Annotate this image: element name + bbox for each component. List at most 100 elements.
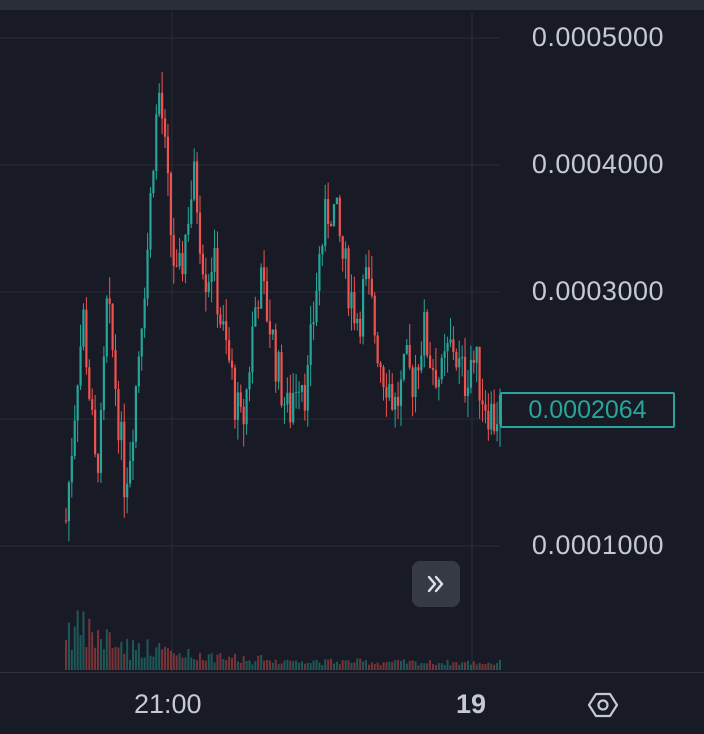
volume-bar (94, 647, 97, 670)
volume-bar (327, 659, 330, 670)
volume-bar (362, 661, 365, 670)
volume-bar (493, 664, 496, 670)
candle-body (292, 392, 295, 423)
candle-body (370, 278, 373, 296)
volume-bar (478, 663, 481, 670)
volume-bar (423, 663, 426, 670)
candle-body (455, 352, 458, 368)
volume-bar (458, 664, 461, 670)
volume-bar (210, 653, 213, 670)
candle-body (396, 396, 400, 406)
volume-bar (225, 660, 228, 670)
volume-bar (347, 660, 350, 670)
candle-body (493, 403, 496, 432)
volume-bar (359, 658, 362, 670)
candle-body (277, 352, 280, 382)
volume-bar (461, 662, 464, 670)
candle-body (82, 309, 85, 347)
volume-bar (481, 664, 484, 670)
candle-body (111, 303, 114, 351)
y-tick-label: 0.0005000 (531, 22, 664, 52)
candle-body (414, 367, 417, 397)
volume-bar (248, 660, 251, 670)
candle-body (114, 350, 117, 390)
volume-bar (376, 662, 379, 670)
volume-bar (204, 660, 207, 670)
candle-body (318, 254, 321, 291)
volume-bar (149, 655, 152, 670)
volume-bar (88, 618, 91, 670)
candle-body (402, 353, 405, 380)
candle-body (306, 364, 309, 411)
candle-body (76, 385, 79, 421)
candle-body (152, 171, 155, 194)
volume-bar (440, 663, 443, 670)
volume-bar (126, 638, 129, 670)
candle-body (303, 384, 306, 411)
volume-bar (452, 662, 455, 670)
candle-body (140, 328, 143, 357)
volume-bar (193, 659, 196, 670)
candle-body (163, 118, 167, 137)
volume-bar (198, 652, 201, 670)
candle-body (388, 384, 391, 398)
volume-bar (233, 653, 236, 670)
candle-body (219, 314, 222, 325)
volume-bar (449, 665, 452, 670)
candle-body (490, 403, 493, 430)
volume-bar (312, 660, 315, 670)
chart-grid (0, 12, 500, 672)
volume-bar (254, 661, 257, 670)
volume-bar (394, 659, 397, 670)
candle-body (344, 248, 347, 259)
candle-body (245, 389, 248, 425)
candle-body (364, 267, 368, 280)
candle-body (161, 92, 164, 119)
volume-bar (318, 662, 321, 670)
candle-body (94, 409, 97, 455)
scroll-to-realtime-button[interactable] (412, 561, 460, 607)
chart-settings-button[interactable] (586, 688, 620, 722)
candle-body (359, 318, 362, 337)
candle-body (143, 298, 146, 329)
volume-bar (373, 664, 376, 670)
volume-bar (108, 632, 111, 670)
candle-body (198, 212, 202, 254)
volume-bar (443, 664, 446, 670)
volume-bar (245, 661, 248, 670)
volume-bar (429, 660, 432, 670)
candle-body (440, 357, 443, 380)
volume-bar (152, 656, 155, 670)
volume-bar (475, 664, 478, 670)
volume-bar (129, 660, 132, 670)
candle-body (297, 391, 301, 393)
volume-bar (172, 653, 175, 670)
candle-body (126, 483, 129, 498)
candle-body (158, 92, 161, 115)
candle-body (437, 379, 440, 388)
candle-body (257, 307, 260, 309)
candle-body (248, 372, 251, 390)
candle-body (391, 384, 394, 410)
candle-body (108, 298, 111, 304)
candle-body (195, 161, 199, 213)
candle-body (102, 356, 105, 411)
candle-body (187, 223, 190, 235)
volume-bar (382, 662, 385, 670)
volume-bar (417, 665, 420, 670)
volume-bar (370, 662, 373, 670)
volume-bar (265, 659, 268, 670)
candle-body (262, 267, 266, 282)
volume-bar (155, 647, 158, 670)
candle-body (260, 267, 263, 309)
candle-body (99, 410, 103, 473)
volume-bar (131, 640, 134, 670)
candle-body (428, 355, 432, 369)
candle-body (411, 367, 414, 397)
volume-bar (67, 622, 70, 670)
candle-body (300, 384, 304, 392)
candle-body (431, 368, 435, 371)
volume-bar (102, 649, 105, 670)
volume-bar (161, 649, 164, 670)
